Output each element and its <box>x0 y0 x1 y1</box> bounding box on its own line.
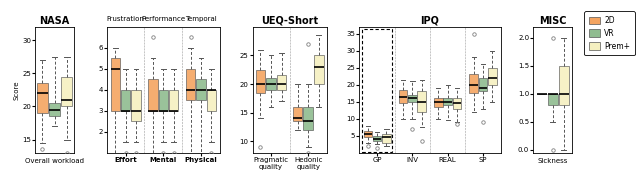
PathPatch shape <box>314 55 324 84</box>
X-axis label: Overall workload: Overall workload <box>25 158 84 164</box>
PathPatch shape <box>469 74 478 93</box>
PathPatch shape <box>559 66 568 105</box>
PathPatch shape <box>303 107 313 130</box>
PathPatch shape <box>548 94 558 105</box>
PathPatch shape <box>148 79 157 111</box>
PathPatch shape <box>452 98 461 108</box>
PathPatch shape <box>196 79 205 100</box>
PathPatch shape <box>434 98 443 107</box>
Legend: 2D, VR, Prem+: 2D, VR, Prem+ <box>584 11 635 55</box>
PathPatch shape <box>399 90 407 103</box>
Title: NASA: NASA <box>40 16 70 26</box>
PathPatch shape <box>488 68 497 85</box>
Text: Temporal: Temporal <box>185 16 217 22</box>
Y-axis label: Score: Score <box>13 80 19 100</box>
PathPatch shape <box>373 136 381 141</box>
Text: Performance: Performance <box>141 16 186 22</box>
PathPatch shape <box>61 77 72 106</box>
PathPatch shape <box>37 83 48 113</box>
PathPatch shape <box>111 58 120 111</box>
Bar <box>362 29 392 151</box>
PathPatch shape <box>417 91 426 112</box>
PathPatch shape <box>207 90 216 111</box>
PathPatch shape <box>266 78 276 90</box>
PathPatch shape <box>159 90 168 111</box>
PathPatch shape <box>49 103 60 116</box>
Title: IPQ: IPQ <box>420 16 440 26</box>
PathPatch shape <box>292 107 302 121</box>
PathPatch shape <box>382 134 390 142</box>
PathPatch shape <box>169 90 179 111</box>
PathPatch shape <box>255 70 266 93</box>
Text: Frustration: Frustration <box>107 16 145 22</box>
PathPatch shape <box>121 90 131 111</box>
Title: UEQ-Short: UEQ-Short <box>261 16 318 26</box>
PathPatch shape <box>277 75 287 90</box>
PathPatch shape <box>131 90 141 121</box>
X-axis label: Sickness: Sickness <box>538 158 568 164</box>
PathPatch shape <box>479 78 487 91</box>
Title: MISC: MISC <box>539 16 566 26</box>
PathPatch shape <box>408 95 417 102</box>
PathPatch shape <box>444 98 452 105</box>
PathPatch shape <box>364 131 372 138</box>
PathPatch shape <box>186 69 195 100</box>
